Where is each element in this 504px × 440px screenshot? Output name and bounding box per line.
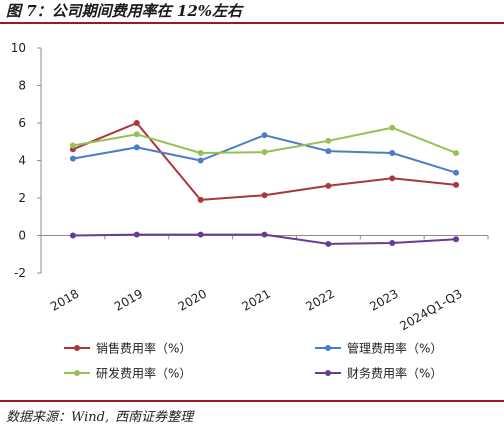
legend-swatch-marker	[74, 345, 80, 351]
legend-swatch-marker	[74, 370, 80, 376]
source-firm: 西南证券整理	[115, 410, 194, 425]
data-point	[69, 155, 76, 162]
source-rule	[0, 400, 504, 402]
x-tick-label: 2018	[48, 286, 81, 313]
legend-label: 研发费用率（%）	[96, 366, 191, 381]
data-point	[453, 169, 460, 176]
data-point	[133, 120, 140, 126]
chart-legend: 销售费用率（%） 管理费用率（%） 研发费用率（%） 财务费用率（%）	[64, 341, 442, 381]
data-point	[325, 182, 332, 189]
chart-series	[69, 120, 460, 247]
source-label: 数据来源：	[6, 410, 72, 425]
data-point	[325, 137, 332, 144]
y-tick-label: 6	[18, 116, 26, 130]
x-tick-label: 2024Q1-Q3	[397, 286, 464, 333]
data-point	[261, 132, 268, 139]
data-point	[453, 150, 460, 156]
y-tick-label: 8	[18, 79, 26, 93]
x-tick-label: 2022	[303, 286, 336, 313]
figure-title: 图 7：公司期间费用率在 12%左右	[6, 2, 243, 20]
data-point	[197, 157, 204, 164]
data-point	[261, 149, 268, 156]
x-tick-label: 2021	[240, 286, 273, 313]
data-point	[261, 192, 268, 199]
data-point	[325, 148, 332, 155]
title-rule	[0, 22, 504, 24]
data-point	[325, 240, 332, 247]
data-point	[261, 231, 268, 238]
data-point	[453, 236, 460, 243]
data-point	[389, 240, 396, 246]
source-wind: Wind,	[71, 410, 110, 425]
chart-axes	[40, 48, 488, 273]
chart-ticks: -2 0 2 4 6 8 10 2018 2019 2020 2021 2022 20232024Q1-…	[11, 41, 489, 333]
legend-swatch-marker	[325, 345, 331, 351]
line-chart: -2 0 2 4 6 8 10 2018 2019 2020 2021 2022 20232024Q1-…	[11, 41, 489, 381]
data-point	[453, 181, 460, 188]
legend-label: 销售费用率（%）	[96, 341, 191, 356]
x-tick-label: 2020	[176, 286, 209, 313]
source-note: 数据来源：Wind, 西南证券整理	[6, 406, 193, 425]
data-point	[133, 231, 140, 238]
data-point	[133, 131, 140, 138]
x-tick-label: 2019	[112, 286, 145, 313]
data-point	[197, 150, 204, 156]
data-point	[69, 142, 76, 149]
legend-label: 财务费用率（%）	[347, 366, 442, 381]
y-tick-label: 0	[18, 229, 26, 243]
legend-label: 管理费用率（%）	[347, 341, 442, 356]
data-point	[389, 150, 396, 156]
y-tick-label: 10	[11, 41, 26, 55]
data-point	[389, 175, 396, 182]
data-point	[69, 232, 76, 239]
y-tick-label: 2	[18, 191, 26, 205]
y-tick-label: -2	[14, 266, 26, 280]
x-tick-label: 2023	[367, 286, 400, 313]
data-point	[133, 144, 140, 151]
data-point	[389, 124, 396, 131]
data-point	[197, 231, 204, 238]
legend-swatch-marker	[325, 370, 331, 376]
data-point	[197, 196, 204, 203]
y-tick-label: 4	[18, 154, 26, 168]
